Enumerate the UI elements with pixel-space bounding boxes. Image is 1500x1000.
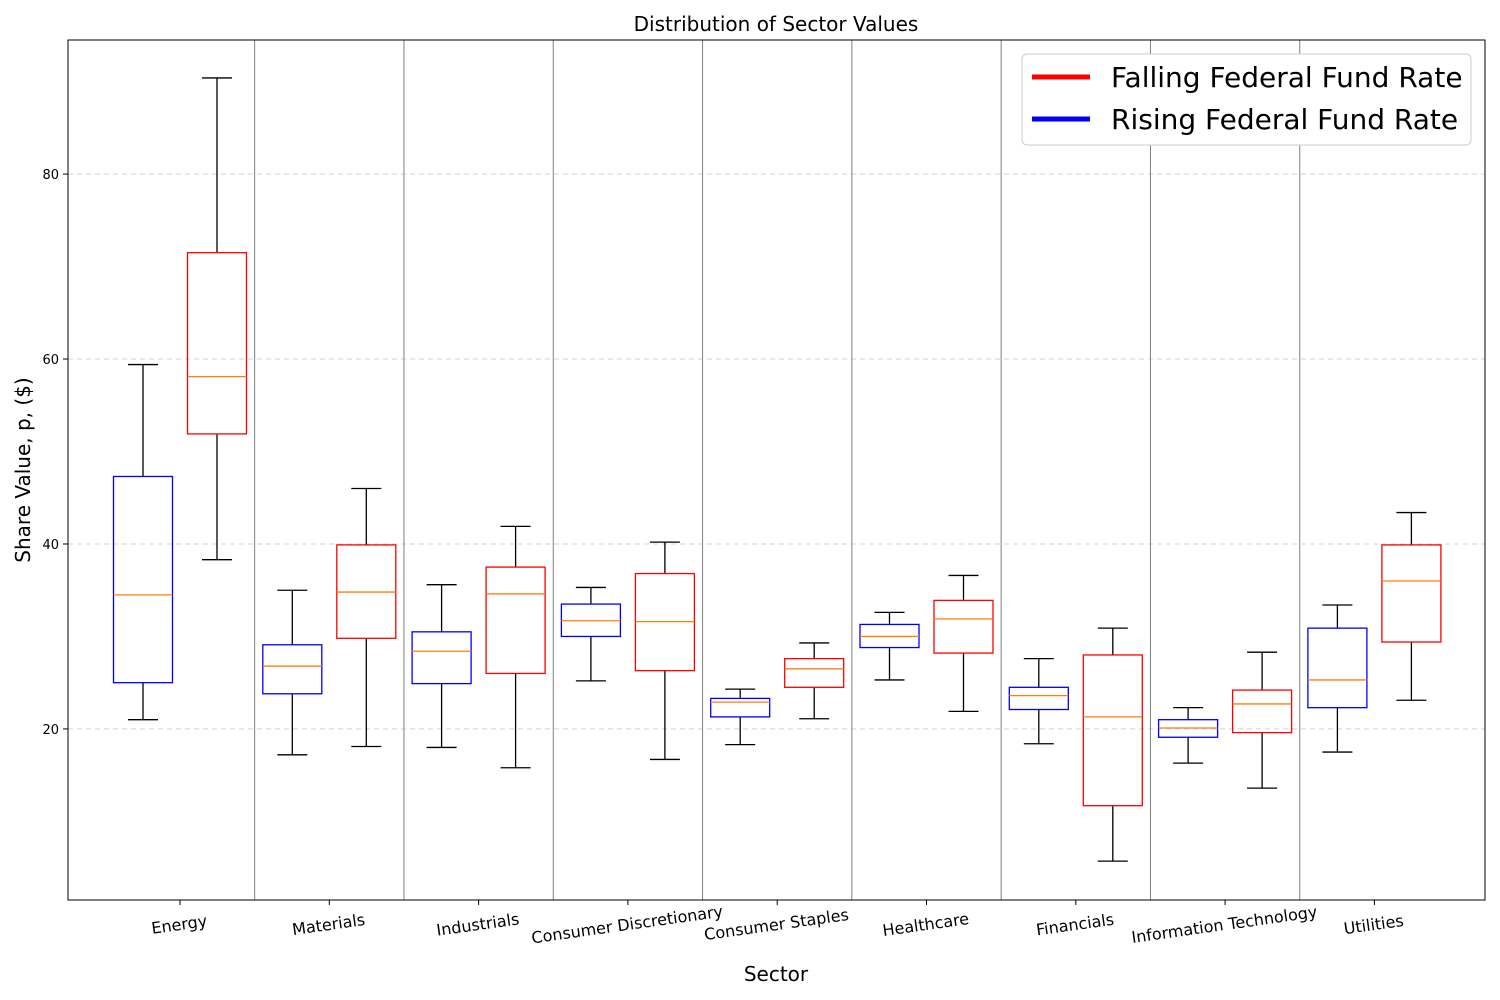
box-iqr: [411, 631, 472, 685]
category-separators: [254, 40, 1301, 900]
legend-box: [1021, 53, 1472, 146]
box-iqr: [1008, 686, 1069, 711]
x-tick-label: Energy: [150, 911, 208, 938]
box-rising: [1008, 657, 1069, 745]
box-falling: [336, 487, 397, 748]
gridlines: [68, 173, 1485, 730]
x-tick-label: Materials: [291, 910, 366, 939]
box-falling: [1082, 627, 1143, 862]
y-axis-label: Share Value, p, ($): [11, 377, 35, 562]
box-falling: [634, 541, 696, 761]
box-rising: [262, 589, 323, 756]
x-tick-label: Utilities: [1342, 911, 1404, 938]
legend: Falling Federal Fund Rate Rising Federal…: [1021, 53, 1472, 146]
box-falling: [1381, 511, 1442, 701]
box-iqr: [112, 475, 174, 684]
box-falling: [1231, 651, 1293, 789]
box-iqr: [1381, 544, 1442, 643]
box-rising: [710, 688, 771, 746]
legend-label-rising: Rising Federal Fund Rate: [1111, 103, 1458, 136]
box-rising: [859, 611, 920, 681]
box-rising: [1307, 604, 1368, 753]
box-iqr: [1082, 654, 1143, 807]
box-rising: [560, 586, 622, 682]
y-tick-label: 40: [42, 538, 59, 553]
box-rising: [1157, 707, 1219, 764]
box-falling: [933, 574, 994, 713]
box-iqr: [186, 252, 248, 435]
x-tick-label: Financials: [1035, 910, 1115, 940]
y-tick-label: 20: [42, 723, 59, 738]
box-iqr: [485, 566, 546, 675]
x-tick-label: Industrials: [435, 909, 520, 939]
x-tick-label: Information Technology: [1130, 902, 1318, 947]
y-axis-ticks: 20 40 60 80: [42, 168, 68, 738]
x-tick-label: Consumer Staples: [703, 905, 850, 944]
legend-label-falling: Falling Federal Fund Rate: [1111, 61, 1463, 94]
box-iqr: [1307, 627, 1368, 709]
x-axis-ticks: Energy Materials Industrials Consumer Discr…: [150, 900, 1405, 947]
x-axis-label: Sector: [744, 962, 809, 986]
box-falling: [485, 525, 546, 769]
box-iqr: [1231, 689, 1293, 734]
box-iqr: [262, 644, 323, 695]
plot-area-frame: [67, 39, 1486, 901]
chart-title: Distribution of Sector Values: [634, 12, 919, 36]
y-tick-label: 80: [42, 168, 59, 183]
box-falling: [186, 77, 248, 561]
box-iqr: [710, 697, 771, 718]
x-tick-label: Consumer Discretionary: [530, 902, 724, 948]
x-tick-label: Healthcare: [881, 909, 970, 940]
box-falling: [784, 642, 845, 720]
box-rising: [411, 584, 472, 749]
box-rising: [112, 363, 174, 721]
boxes: [112, 77, 1442, 862]
box-iqr: [933, 599, 994, 654]
box-iqr: [784, 657, 845, 688]
y-tick-label: 60: [42, 353, 59, 368]
